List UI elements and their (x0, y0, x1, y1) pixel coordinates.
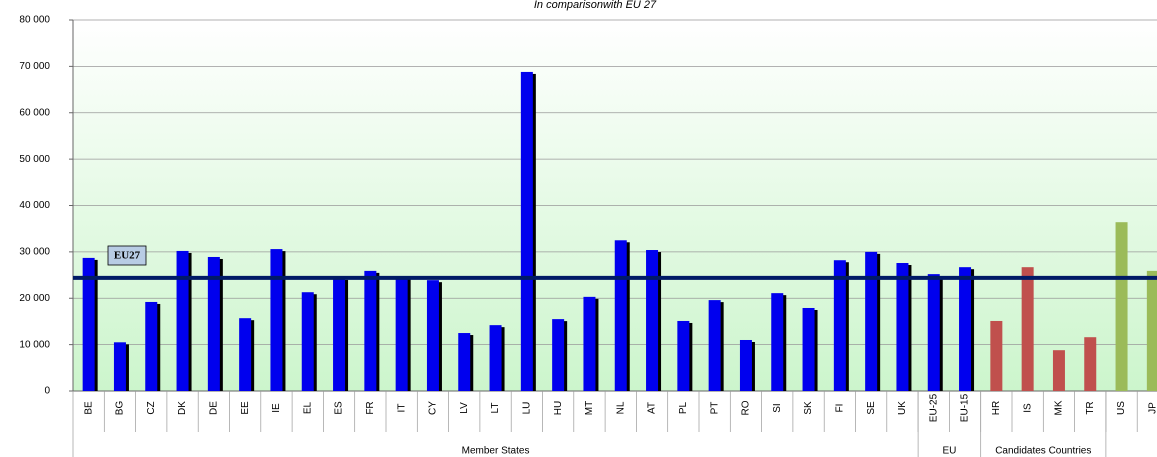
bar (990, 320, 1003, 391)
bar (1021, 267, 1034, 391)
bar (1115, 222, 1128, 391)
reference-label-box (107, 245, 147, 266)
x-tick-label: EE (240, 401, 251, 415)
x-tick-label: ES (334, 401, 345, 415)
x-tick-label: MT (584, 401, 595, 415)
chart-title: In comparisonwith EU 27 (534, 0, 657, 11)
bar (1084, 337, 1097, 391)
bar (833, 260, 846, 391)
x-tick-label: HU (553, 401, 564, 415)
x-tick-label: SI (772, 403, 783, 412)
x-tick-label: CY (428, 401, 439, 415)
x-tick-label: TR (1085, 401, 1096, 414)
x-tick-label: LT (490, 403, 501, 414)
bar (1052, 350, 1065, 391)
y-tick-label: 60 000 (19, 107, 50, 118)
bar (614, 240, 627, 391)
x-tick-label: EU-25 (928, 393, 939, 422)
bar (113, 342, 126, 391)
x-tick-label: AT (647, 402, 658, 414)
y-tick-label: 10 000 (19, 339, 50, 350)
bar (145, 301, 158, 391)
x-tick-label: HR (991, 401, 1002, 415)
x-tick-label: LV (459, 402, 470, 414)
bar (176, 250, 189, 391)
x-tick-label: LU (521, 402, 532, 415)
bar (708, 300, 721, 391)
bar (677, 320, 690, 391)
bar (802, 307, 815, 391)
bar (270, 249, 283, 391)
x-tick-label: DE (208, 401, 219, 415)
x-tick-label: FR (365, 401, 376, 414)
x-tick-label: EU-15 (960, 393, 971, 422)
x-tick-label: PT (709, 402, 720, 415)
x-tick-label: US (1116, 401, 1127, 415)
bar (458, 333, 471, 391)
bar (1146, 270, 1157, 391)
bar (333, 277, 346, 391)
bar (896, 263, 909, 391)
x-tick-label: MK (1054, 400, 1065, 415)
x-tick-label: JP (1147, 402, 1157, 414)
bar (395, 276, 408, 391)
bar (426, 280, 439, 391)
x-tick-label: IS (1022, 403, 1033, 413)
x-tick-label: EL (302, 401, 313, 414)
group-label: Candidates Countries (995, 446, 1091, 457)
bar (739, 339, 752, 391)
bar (771, 293, 784, 391)
x-tick-label: SK (803, 401, 814, 415)
group-label: Member States (462, 446, 530, 457)
bar (646, 250, 659, 391)
y-tick-label: 50 000 (19, 154, 50, 165)
bar (927, 274, 940, 391)
x-tick-label: NL (615, 401, 626, 414)
x-tick-label: UK (897, 401, 908, 415)
bar (583, 296, 596, 391)
bar (865, 251, 878, 391)
y-tick-label: 0 (44, 386, 50, 397)
x-tick-label: PL (678, 401, 689, 414)
y-tick-label: 70 000 (19, 61, 50, 72)
x-tick-label: IT (396, 404, 407, 413)
x-tick-label: IE (271, 403, 282, 413)
y-tick-label: 30 000 (19, 247, 50, 258)
reference-label: EU27 (114, 250, 141, 262)
x-tick-label: BE (83, 401, 94, 415)
x-tick-label: DK (177, 401, 188, 415)
bar (364, 270, 377, 391)
bar (520, 71, 533, 391)
bar (489, 325, 502, 391)
bar (207, 256, 220, 391)
bar (82, 257, 95, 391)
y-tick-label: 20 000 (19, 293, 50, 304)
bar (239, 318, 252, 391)
y-tick-label: 40 000 (19, 200, 50, 211)
x-tick-label: RO (741, 400, 752, 415)
bar (301, 292, 314, 391)
x-tick-label: FI (834, 404, 845, 413)
y-tick-label: 80 000 (19, 15, 50, 26)
x-tick-label: BG (115, 401, 126, 416)
bar (959, 267, 972, 391)
group-label: EU (942, 446, 956, 457)
x-tick-label: CZ (146, 401, 157, 414)
x-tick-label: SE (866, 401, 877, 415)
bar (552, 319, 565, 391)
